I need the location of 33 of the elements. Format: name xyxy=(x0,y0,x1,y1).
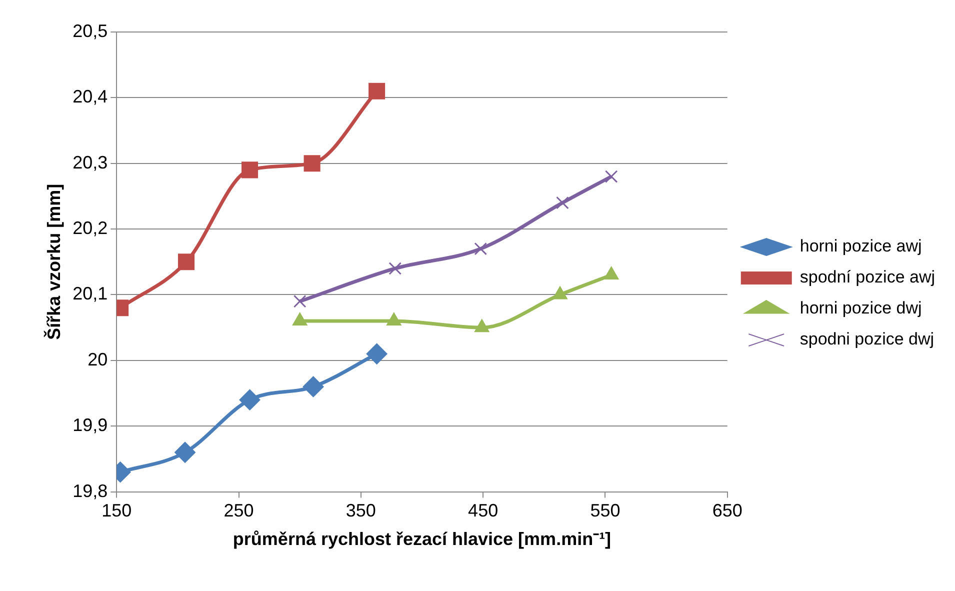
x-tick-label: 150 xyxy=(102,500,132,521)
x-tick-label: 550 xyxy=(590,500,620,521)
point xyxy=(366,343,388,364)
x-axis-title: průměrná rychlost řezací hlavice [mm.min⁻¹] xyxy=(232,529,612,550)
point xyxy=(474,242,488,256)
y-tick-label: 20,4 xyxy=(72,86,108,107)
y-tick-label: 20,3 xyxy=(72,152,108,172)
point xyxy=(239,389,260,410)
point xyxy=(604,170,618,183)
point xyxy=(304,155,320,172)
y-tick-label: 20,1 xyxy=(72,284,108,304)
legend-label: horni pozice dwj xyxy=(800,298,922,318)
legend-label: spodni pozice dwj xyxy=(800,330,934,349)
y-tick-label: 20,2 xyxy=(72,218,108,238)
y-axis-title: Šířka vzorku [mm] xyxy=(42,184,64,340)
point xyxy=(368,82,386,100)
y-tick-label: 20,5 xyxy=(72,20,108,41)
point xyxy=(302,376,324,398)
x-tick-label: 450 xyxy=(468,500,498,521)
legend-label: horni pozice awj xyxy=(800,236,922,256)
x-tick-label: 250 xyxy=(224,500,254,521)
point xyxy=(388,262,402,275)
y-tick-label: 19,8 xyxy=(72,480,108,501)
point xyxy=(293,294,306,308)
y-tick-label: 19,9 xyxy=(72,415,108,436)
point xyxy=(174,442,196,463)
x-tick-label: 350 xyxy=(346,500,376,521)
legend-label: spodní pozice awj xyxy=(800,268,936,287)
point xyxy=(556,196,569,210)
x-tick-label: 650 xyxy=(712,500,742,521)
point xyxy=(178,254,195,270)
y-tick-label: 20 xyxy=(88,349,108,370)
point xyxy=(241,162,258,178)
